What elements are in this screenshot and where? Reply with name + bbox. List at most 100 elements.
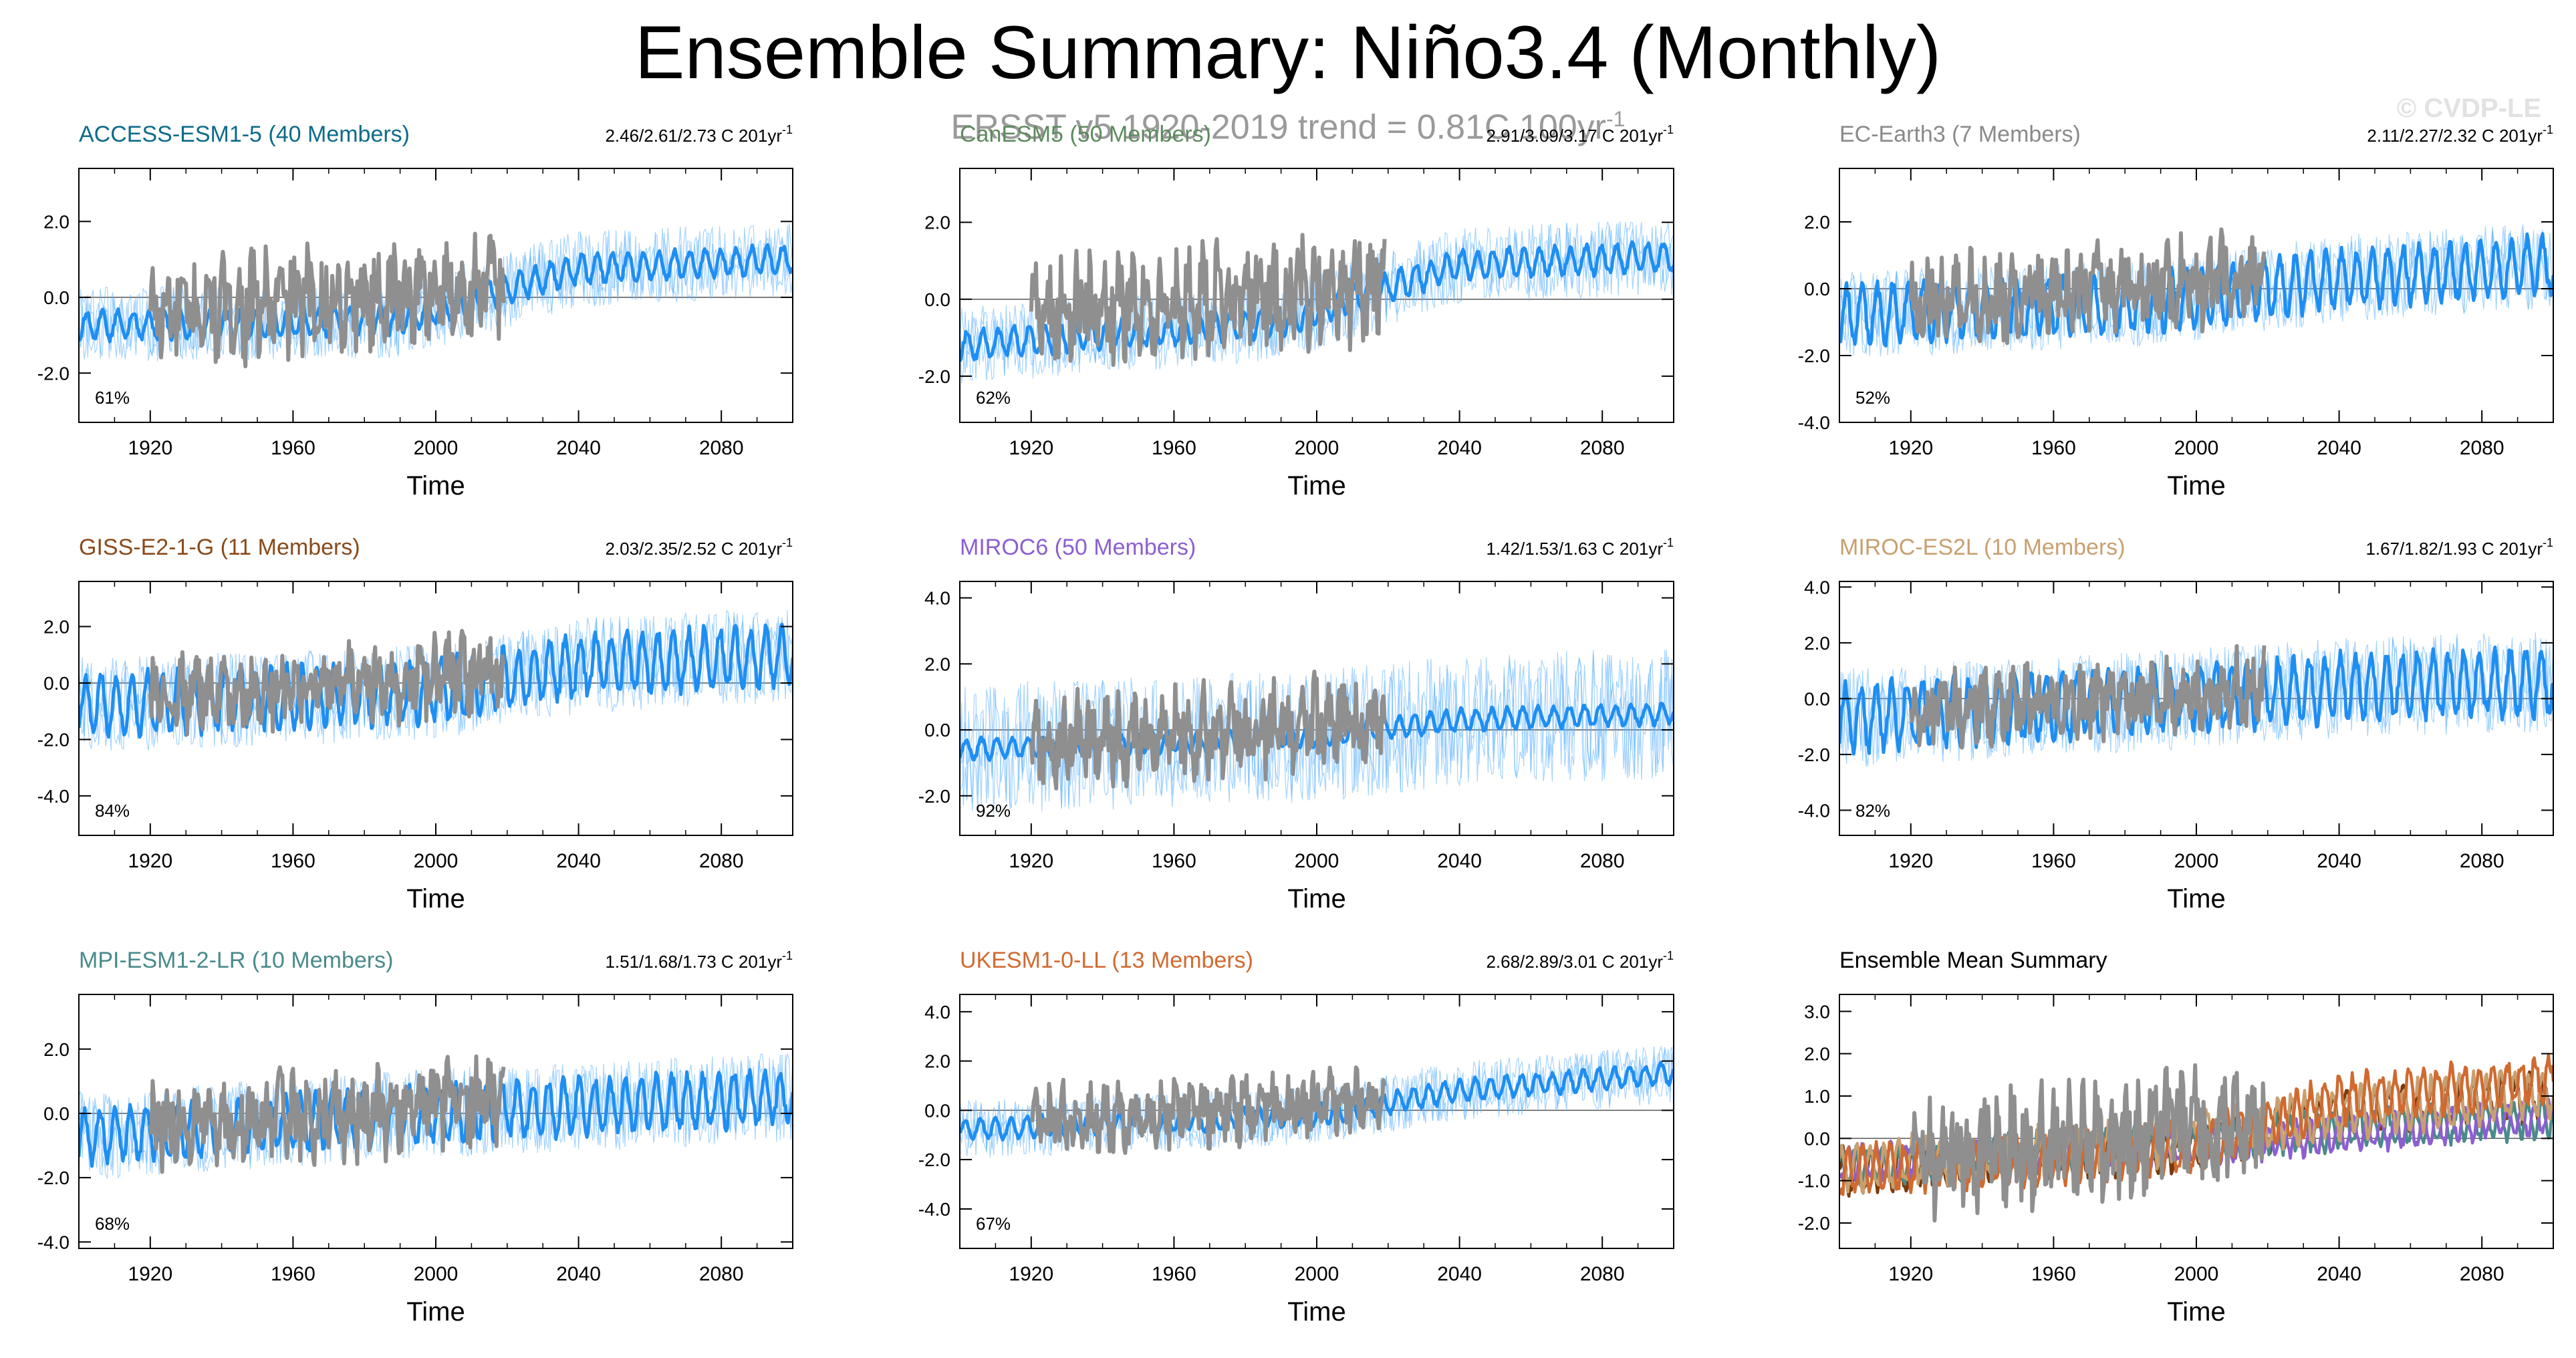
observations-line [148, 629, 506, 736]
x-tick-label: 2080 [699, 1263, 744, 1285]
trend-text: 1.67/1.82/1.93 C 201yr-1 [2365, 536, 2553, 559]
panel-title: ACCESS-ESM1-5 (40 Members) [79, 122, 410, 147]
x-tick-label: 2080 [699, 437, 744, 459]
x-tick-label: 1960 [2031, 1263, 2076, 1285]
x-tick-label: 2040 [2317, 437, 2361, 459]
x-axis-label: Time [1287, 471, 1345, 501]
x-axis-label: Time [1287, 1297, 1345, 1327]
trend-sup: -1 [2543, 123, 2553, 136]
x-tick-label: 1920 [128, 1263, 172, 1285]
y-tick-label: 0.0 [924, 289, 950, 310]
y-tick-label: 0.0 [43, 1103, 70, 1124]
y-tick-label: -2.0 [37, 1168, 70, 1188]
y-tick-label: -1.0 [1798, 1171, 1830, 1192]
y-tick-label: 2.0 [1804, 633, 1830, 654]
plot-area [960, 221, 1674, 384]
x-tick-label: 1960 [1152, 850, 1196, 872]
x-tick-label: 1920 [1009, 1263, 1053, 1285]
x-tick-label: 2080 [2460, 437, 2504, 459]
y-tick-label: -2.0 [1798, 346, 1830, 366]
x-tick-label: 1960 [1152, 1263, 1196, 1285]
y-tick-label: 0.0 [43, 673, 70, 694]
observations-line [148, 231, 506, 369]
percent-label: 82% [1855, 801, 1890, 821]
x-tick-label: 2040 [2317, 1263, 2361, 1285]
y-tick-label: -2.0 [37, 729, 70, 750]
x-tick-label: 2000 [414, 1263, 459, 1285]
x-tick-label: 2040 [2317, 850, 2361, 872]
panel-3: EC-Earth3 (7 Members) 2.11/2.27/2.32 C 20… [1798, 122, 2554, 501]
y-tick-label: 0.0 [1804, 688, 1830, 709]
panel-title: MIROC6 (50 Members) [960, 535, 1196, 560]
trend-sup: -1 [1663, 536, 1674, 549]
y-tick-label: -2.0 [37, 363, 70, 384]
x-tick-label: 1920 [1888, 850, 1933, 872]
percent-label: 68% [95, 1214, 130, 1234]
percent-label: 67% [976, 1214, 1011, 1234]
x-tick-label: 1960 [2031, 437, 2076, 459]
x-axis-label: Time [406, 471, 465, 501]
cvdp-watermark: © CVDP-LE [2396, 94, 2541, 123]
percent-label: 52% [1855, 388, 1890, 408]
x-tick-label: 1920 [128, 437, 172, 459]
ensemble-mean-line [960, 240, 1674, 362]
panel-2: CanESM5 (50 Members) 2.91/3.09/3.17 C 201… [918, 122, 1674, 501]
trend-sup: -1 [2543, 536, 2553, 549]
x-axis-label: Time [2167, 471, 2225, 501]
trend-sup: -1 [1663, 949, 1674, 962]
x-tick-label: 2040 [1437, 1263, 1482, 1285]
y-tick-label: 1.0 [1804, 1086, 1830, 1107]
x-tick-label: 2080 [1580, 437, 1625, 459]
y-tick-label: -4.0 [1798, 412, 1830, 433]
y-tick-label: 0.0 [1804, 1128, 1830, 1149]
x-tick-label: 2040 [556, 850, 601, 872]
y-tick-label: -2.0 [1798, 744, 1830, 765]
x-tick-label: 2080 [1580, 1263, 1625, 1285]
y-tick-label: 0.0 [1804, 279, 1830, 299]
x-tick-label: 2040 [556, 437, 601, 459]
panel-title: Ensemble Mean Summary [1839, 948, 2107, 973]
y-tick-label: -2.0 [1798, 1213, 1830, 1234]
x-tick-label: 1920 [1009, 437, 1053, 459]
trend-text: 2.91/3.09/3.17 C 201yr-1 [1486, 123, 1674, 146]
panel-9: Ensemble Mean Summary 1920 1960 2000 2040 208… [1798, 948, 2554, 1327]
plot-area [1839, 225, 2553, 356]
panel-6: MIROC-ES2L (10 Members) 1.67/1.82/1.93 C … [1798, 535, 2554, 914]
x-tick-label: 2000 [414, 850, 459, 872]
x-tick-label: 1920 [1888, 1263, 1933, 1285]
y-tick-label: 4.0 [924, 1002, 950, 1023]
percent-label: 84% [95, 801, 130, 821]
trend-text: 1.51/1.68/1.73 C 201yr-1 [605, 949, 793, 972]
y-tick-label: 2.0 [924, 213, 950, 233]
y-tick-label: -4.0 [918, 1199, 950, 1220]
x-tick-label: 2040 [1437, 437, 1482, 459]
x-tick-label: 1920 [1009, 850, 1053, 872]
x-axis-label: Time [406, 1297, 465, 1327]
x-tick-label: 2000 [2174, 437, 2219, 459]
percent-label: 92% [976, 801, 1011, 821]
y-tick-label: 4.0 [1804, 577, 1830, 597]
observations-line [1029, 1065, 1387, 1156]
ensemble-member-line [1839, 632, 2553, 765]
observations-line [1908, 644, 2267, 750]
ensemble-member-line [960, 221, 1674, 381]
x-tick-label: 1960 [271, 1263, 315, 1285]
y-tick-label: -4.0 [37, 786, 70, 807]
y-tick-label: -2.0 [918, 366, 950, 387]
ensemble-mean-line [960, 1061, 1674, 1142]
panel-title: UKESM1-0-LL (13 Members) [960, 948, 1253, 973]
x-tick-label: 2080 [2460, 850, 2504, 872]
figure-title: Ensemble Summary: Niño3.4 (Monthly) [634, 11, 1942, 94]
y-tick-label: -2.0 [918, 786, 950, 807]
y-tick-label: -4.0 [37, 1232, 70, 1252]
panel-title: MPI-ESM1-2-LR (10 Members) [79, 948, 393, 973]
panel-title: MIROC-ES2L (10 Members) [1839, 535, 2126, 560]
subtitle-sup: -1 [1605, 107, 1626, 131]
trend-sup: -1 [782, 949, 793, 962]
plot-area [79, 609, 793, 751]
trend-text: 1.42/1.53/1.63 C 201yr-1 [1486, 536, 1674, 559]
percent-label: 61% [95, 388, 130, 408]
observations-line [148, 1054, 506, 1174]
trend-sup: -1 [782, 123, 793, 136]
